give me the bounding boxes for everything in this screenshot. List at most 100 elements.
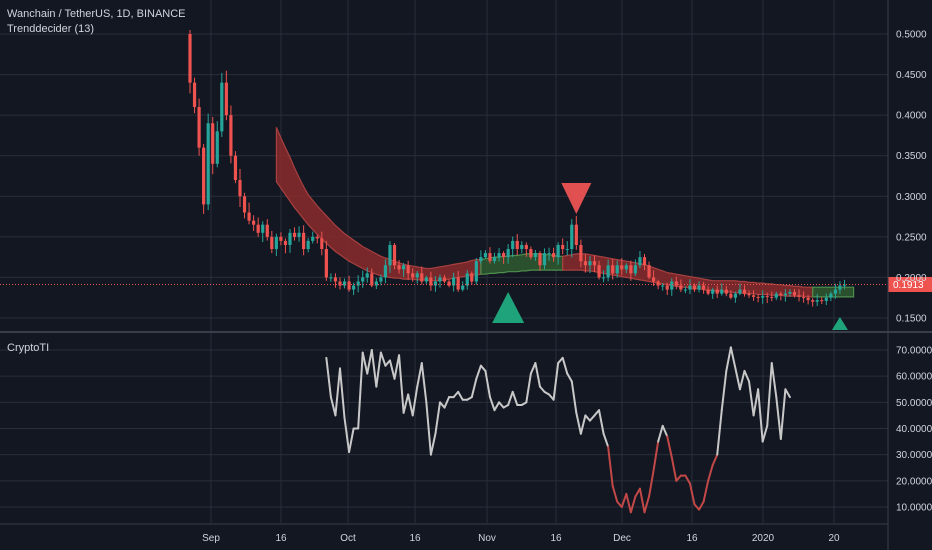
candle [261, 221, 265, 243]
indicator-cryptoti-label[interactable]: CryptoTI [7, 342, 50, 354]
oscillator-segment [348, 427, 355, 454]
candle-body [733, 293, 737, 298]
oscillator-segment [493, 401, 501, 412]
candle [638, 250, 642, 269]
candle-body [647, 265, 651, 278]
candle [270, 230, 274, 254]
candle-body [774, 293, 778, 298]
candle-body [429, 277, 433, 286]
oscillator-segment [602, 432, 610, 448]
candle-body [801, 296, 806, 298]
candle [411, 268, 415, 282]
candle [506, 244, 510, 264]
oscillator-segment [757, 388, 764, 443]
candle [520, 241, 524, 254]
candle [338, 277, 342, 290]
candle-body [561, 244, 565, 250]
candle [302, 225, 306, 256]
symbol-title[interactable]: Wanchain / TetherUS, 1D, BINANCE [7, 8, 186, 20]
candle-body [515, 240, 519, 250]
candle-body [742, 289, 747, 294]
candle [265, 219, 269, 241]
oscillator-axis-label: 60.0000 [896, 372, 932, 383]
oscillator-segment [779, 388, 787, 440]
candle-body [588, 261, 592, 266]
price-axis-label: 0.5000 [896, 30, 927, 41]
oscillator-segment [329, 396, 337, 417]
oscillator-segment [538, 385, 546, 393]
candle-body [679, 285, 683, 290]
candle-body [374, 281, 378, 286]
candle-body [320, 238, 324, 250]
oscillator-segment [452, 390, 460, 399]
oscillator-segment [470, 377, 478, 399]
candle-body [233, 155, 238, 181]
oscillator-segment [579, 414, 587, 435]
candle [424, 275, 428, 284]
candle-body [379, 277, 383, 282]
candle-body [751, 295, 756, 297]
candle [379, 274, 383, 286]
candle [765, 292, 769, 304]
candle [620, 258, 624, 276]
oscillator-segment [411, 385, 419, 417]
candle-body [542, 253, 547, 266]
oscillator-axis-label: 10.0000 [896, 503, 932, 514]
candle [352, 282, 356, 296]
candle [324, 240, 328, 281]
candle [579, 239, 583, 268]
candle-body [779, 293, 783, 296]
candle-body [329, 277, 333, 279]
oscillator-segment [698, 500, 705, 511]
candle [665, 282, 669, 295]
candle-body [692, 285, 697, 290]
indicator-trenddecider-label[interactable]: Trenddecider (13) [7, 23, 95, 35]
candle [556, 242, 560, 265]
oscillator-axis-label: 50.0000 [896, 398, 932, 409]
candle-body [761, 296, 765, 298]
candle-body [565, 249, 569, 251]
candle [211, 116, 215, 175]
oscillator-segment [702, 479, 710, 503]
oscillator-segment [638, 487, 646, 514]
candles[interactable] [188, 29, 847, 307]
candle-body [465, 273, 469, 286]
candle [565, 241, 569, 256]
oscillator-segment [407, 393, 414, 417]
candle-body [579, 244, 583, 262]
candle [820, 297, 824, 304]
candle-body [220, 82, 224, 132]
candle-body [638, 257, 642, 266]
candle-body [592, 261, 597, 266]
candle [297, 226, 301, 242]
candle [592, 255, 597, 273]
oscillator-segment [420, 362, 428, 404]
candle-body [388, 244, 392, 266]
candle [706, 286, 710, 296]
candle [238, 168, 242, 207]
candle-body [402, 265, 406, 270]
candle-body [256, 224, 260, 233]
oscillator-segment [598, 409, 605, 435]
candle-body [252, 220, 256, 225]
candle [220, 72, 224, 137]
candle [192, 77, 197, 114]
candle-body [788, 292, 792, 294]
oscillator-segment [484, 369, 491, 399]
candle [774, 291, 778, 301]
candle-body [674, 281, 678, 286]
oscillator-axis-label: 70.0000 [896, 346, 932, 357]
oscillator-segment [457, 390, 464, 401]
candle [561, 238, 565, 255]
candle-body [606, 265, 610, 278]
candle-body [383, 265, 388, 278]
oscillator-segment [620, 492, 628, 508]
candle-body [706, 289, 710, 294]
candle-body [815, 300, 819, 302]
oscillator-segment [379, 351, 387, 367]
oscillator-segment [611, 485, 619, 503]
x-axis-label: Sep [202, 533, 220, 544]
oscillator-segment [357, 351, 364, 430]
